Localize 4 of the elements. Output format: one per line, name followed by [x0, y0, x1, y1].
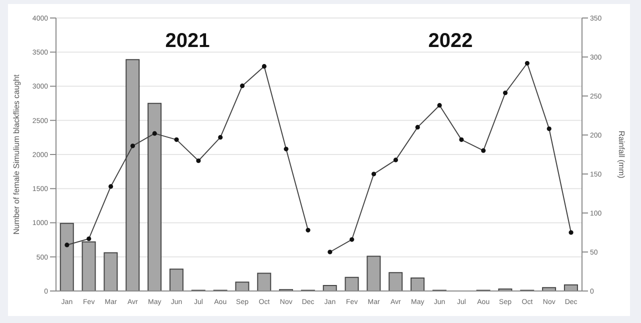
annotation: 2022: [427, 30, 474, 53]
annotation: 2021: [164, 30, 211, 53]
y-axis-title: Number of female Simulium blackflies caught: [12, 74, 21, 235]
y2-axis-title: Rainfall (mm): [617, 130, 626, 179]
